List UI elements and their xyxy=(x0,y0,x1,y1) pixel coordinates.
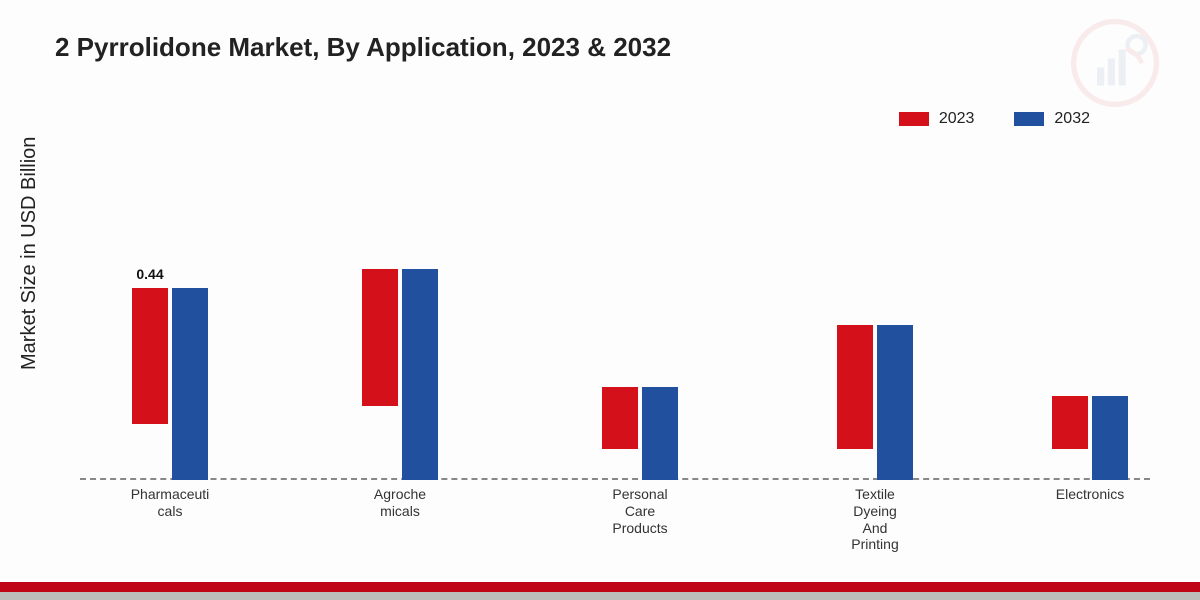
bar-2032 xyxy=(172,288,208,480)
footer-accent-red xyxy=(0,582,1200,592)
bar-2023 xyxy=(837,325,873,449)
bar-group xyxy=(340,269,460,480)
x-axis-label: Pharmaceuticals xyxy=(110,486,230,520)
legend: 2023 2032 xyxy=(899,110,1090,128)
bar-2032 xyxy=(877,325,913,480)
x-axis-label: PersonalCareProducts xyxy=(580,486,700,536)
watermark-icon xyxy=(1070,18,1160,108)
bar-2023 xyxy=(362,269,398,405)
footer-accent-grey xyxy=(0,592,1200,600)
x-axis-labels: Pharmaceuticals Agrochemicals PersonalCare… xyxy=(80,486,1150,556)
legend-label-2023: 2023 xyxy=(939,110,975,128)
bar-group xyxy=(580,387,700,480)
bar-group: 0.44 xyxy=(110,288,230,480)
x-axis-label: TextileDyeingAndPrinting xyxy=(815,486,935,553)
bar-2023 xyxy=(1052,396,1088,449)
legend-swatch-2032 xyxy=(1014,112,1044,126)
plot-area: 0.44 xyxy=(80,170,1150,480)
bar-2032 xyxy=(402,269,438,480)
chart-container: 2 Pyrrolidone Market, By Application, 20… xyxy=(0,0,1200,600)
bar-value-label: 0.44 xyxy=(136,266,163,282)
bar-group xyxy=(815,325,935,480)
y-axis-label: Market Size in USD Billion xyxy=(18,137,41,370)
bar-group xyxy=(1030,396,1150,480)
legend-swatch-2023 xyxy=(899,112,929,126)
legend-label-2032: 2032 xyxy=(1054,110,1090,128)
bar-2032 xyxy=(642,387,678,480)
bar-2023 xyxy=(602,387,638,449)
legend-item-2032: 2032 xyxy=(1014,110,1090,128)
x-axis-label: Agrochemicals xyxy=(340,486,460,520)
chart-title: 2 Pyrrolidone Market, By Application, 20… xyxy=(55,32,671,63)
bar-2023: 0.44 xyxy=(132,288,168,424)
x-axis-label: Electronics xyxy=(1030,486,1150,503)
bar-2032 xyxy=(1092,396,1128,480)
legend-item-2023: 2023 xyxy=(899,110,975,128)
